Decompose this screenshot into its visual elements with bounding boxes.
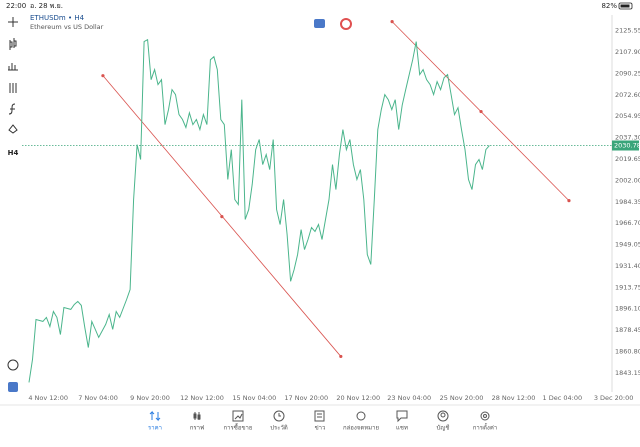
- tab-icon[interactable]: [314, 410, 325, 422]
- trendline-anchor: [479, 109, 483, 114]
- indicator-button[interactable]: [340, 18, 352, 30]
- y-tick-label: 2125.55: [615, 27, 640, 35]
- x-tick-label: 17 Nov 20:00: [284, 394, 328, 402]
- tab-label[interactable]: แชท: [396, 425, 408, 432]
- symbol-title[interactable]: ETHUSDm • H4: [30, 14, 85, 22]
- y-tick-label: 1896.10: [615, 305, 640, 313]
- tab-label[interactable]: การตั้งค่า: [473, 422, 497, 432]
- y-tick-label: 1843.15: [615, 369, 640, 377]
- tab-icon[interactable]: [396, 410, 408, 423]
- side-toolbar: [7, 17, 19, 392]
- trendline-anchor: [390, 20, 394, 24]
- y-tick-label: 2037.30: [615, 134, 640, 142]
- shapes-tool[interactable]: [8, 124, 18, 134]
- indicators-tool[interactable]: [8, 63, 18, 71]
- chart-type-tool[interactable]: [9, 38, 17, 50]
- tab-icons: [149, 410, 490, 423]
- symbol-subtitle: Ethereum vs US Dollar: [30, 23, 104, 31]
- y-tick-label: 1984.35: [615, 198, 640, 206]
- y-tick-label: 2107.90: [615, 48, 640, 56]
- x-tick-label: 3 Dec 20:00: [594, 394, 634, 402]
- app-icon[interactable]: [8, 382, 18, 392]
- x-tick-label: 20 Nov 12:00: [336, 394, 380, 402]
- y-tick-label: 1931.40: [615, 262, 640, 270]
- trendline-anchor: [220, 215, 224, 219]
- x-tick-label: 12 Nov 12:00: [180, 394, 224, 402]
- current-price-tag: [612, 140, 639, 151]
- status-time: 22:00: [6, 2, 26, 10]
- y-tick-label: 1966.70: [615, 219, 640, 227]
- x-tick-label: 23 Nov 04:00: [387, 394, 431, 402]
- tab-label[interactable]: ข่าว: [315, 425, 326, 432]
- y-tick-label: 2002.00: [615, 176, 640, 184]
- battery-level: [620, 4, 630, 8]
- y-tick-label: 1878.45: [615, 326, 640, 334]
- tab-label[interactable]: การซื้อขาย: [224, 422, 253, 432]
- tab-icon[interactable]: [193, 412, 201, 420]
- status-battery: 82%: [601, 2, 617, 10]
- y-tick-label: 2072.60: [615, 91, 640, 99]
- y-tick-label: 2054.95: [615, 112, 640, 120]
- y-tick-label: 1949.05: [615, 241, 640, 249]
- trendline-anchor: [567, 199, 571, 203]
- tab-icon[interactable]: [356, 411, 366, 421]
- one-click-button[interactable]: [314, 19, 325, 28]
- price-line: [28, 38, 490, 383]
- timeframe-button[interactable]: H4: [8, 149, 19, 157]
- alert-tool[interactable]: [7, 359, 19, 371]
- objects-tool[interactable]: [9, 83, 17, 93]
- crosshair-tool[interactable]: [8, 17, 18, 27]
- trendline-anchor: [101, 74, 105, 78]
- tab-label[interactable]: กล่องจดหมาย: [343, 425, 379, 432]
- tab-label[interactable]: บัญชี: [437, 424, 450, 432]
- x-tick-label: 25 Nov 20:00: [440, 394, 484, 402]
- tab-icon[interactable]: [480, 411, 490, 421]
- battery-icon: [618, 2, 633, 10]
- y-tick-label: 2090.25: [615, 69, 640, 77]
- tab-label[interactable]: กราฟ: [190, 425, 204, 432]
- x-tick-label: 1 Dec 04:00: [543, 394, 583, 402]
- tab-icon[interactable]: [149, 410, 161, 422]
- x-tick-label: 7 Nov 04:00: [78, 394, 118, 402]
- current-price-label: 2030.78: [614, 141, 640, 149]
- x-tick-label: 15 Nov 04:00: [232, 394, 276, 402]
- x-tick-label: 9 Nov 20:00: [130, 394, 170, 402]
- tab-label[interactable]: ประวัติ: [270, 425, 288, 432]
- y-tick-label: 1913.75: [615, 283, 640, 291]
- y-tick-label: 1860.80: [615, 347, 640, 355]
- tab-icon[interactable]: [273, 410, 285, 422]
- x-tick-label: 4 Nov 12:00: [28, 394, 68, 402]
- function-tool[interactable]: [8, 103, 16, 115]
- y-tick-label: 2019.65: [615, 155, 640, 163]
- trendline-anchor: [339, 354, 343, 359]
- x-tick-label: 28 Nov 12:00: [492, 394, 536, 402]
- tab-icon[interactable]: [437, 410, 449, 422]
- tab-label[interactable]: ราคา: [148, 425, 162, 432]
- status-date: อ. 28 พ.ย.: [30, 2, 63, 10]
- tab-icon[interactable]: [232, 410, 244, 422]
